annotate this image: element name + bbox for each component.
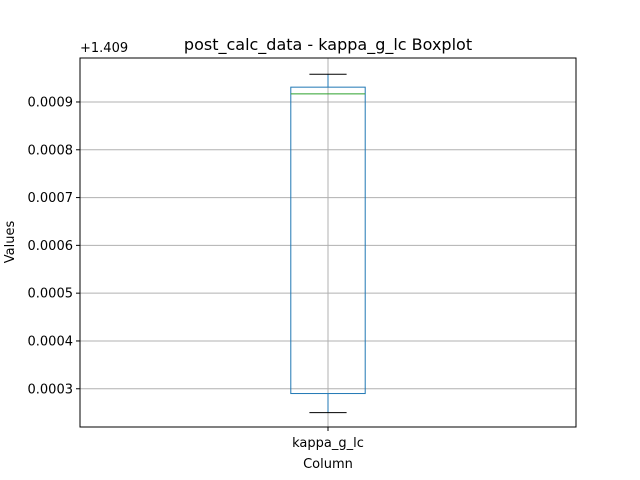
box-iqr xyxy=(290,86,366,395)
grid-layer xyxy=(80,58,576,427)
y-tick-label: 0.0009 xyxy=(28,95,74,110)
x-axis-ticks: kappa_g_lc xyxy=(292,427,364,451)
y-tick-label: 0.0003 xyxy=(28,382,74,397)
x-tick-label: kappa_g_lc xyxy=(292,436,364,451)
x-axis-label: Column xyxy=(303,457,353,472)
y-tick-label: 0.0007 xyxy=(28,191,74,206)
y-offset-label: +1.409 xyxy=(80,41,128,56)
y-tick-label: 0.0004 xyxy=(28,334,74,349)
y-tick-label: 0.0008 xyxy=(28,143,74,158)
y-tick-label: 0.0005 xyxy=(28,287,74,302)
y-axis-ticks: 0.0003 0.0004 0.0005 0.0006 0.0007 0.0008 0.00… xyxy=(28,95,80,397)
y-tick-label: 0.0006 xyxy=(28,239,74,254)
box-layer xyxy=(290,73,366,414)
y-axis-label: Values xyxy=(3,221,18,264)
chart-title: post_calc_data - kappa_g_lc Boxplot xyxy=(184,35,472,55)
